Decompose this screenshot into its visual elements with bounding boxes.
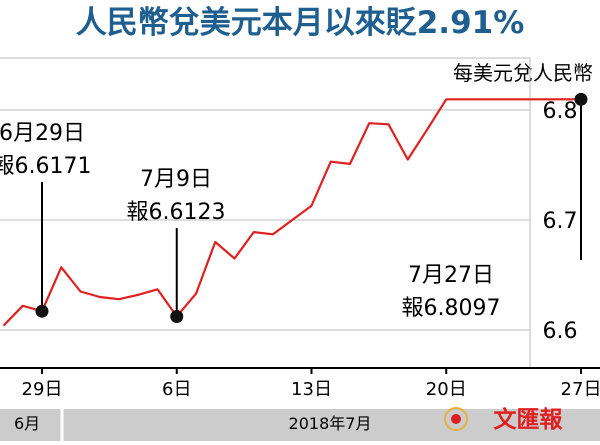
annotation-date: 7月27日: [408, 263, 494, 288]
data-point-marker: [574, 92, 588, 106]
x-tick-label: 6日: [162, 379, 191, 400]
annotation-date: 6月29日: [0, 121, 85, 146]
x-tick-label: 27日: [561, 379, 600, 400]
data-point-marker: [35, 304, 49, 318]
logo-text: 文匯報: [494, 406, 564, 433]
y-tick-label: 6.7: [543, 209, 578, 234]
month-label-june: 6月: [14, 414, 40, 433]
annotation-value: 報6.8097: [402, 296, 501, 321]
y-tick-label: 6.6: [543, 319, 578, 344]
logo-emblem-icon: [444, 407, 468, 431]
x-tick-label: 29日: [22, 379, 63, 400]
unit-label: 每美元兌人民幣: [453, 61, 593, 85]
annotation-value: 報6.6171: [0, 154, 91, 179]
series-layer: [2, 98, 581, 327]
logo-emblem-core: [451, 414, 461, 424]
axis-layer: 6.6 6.7 6.8 29日 6日 13日 20日 27日: [0, 99, 600, 400]
annotation-value: 報6.6123: [127, 200, 226, 225]
x-tick-label: 13日: [291, 379, 332, 400]
x-tick-label: 20日: [426, 379, 467, 400]
data-point-marker: [170, 309, 184, 323]
annotation-date: 7月9日: [140, 167, 212, 192]
y-tick-label: 6.8: [543, 99, 578, 124]
month-label-july: 2018年7月: [289, 414, 372, 433]
month-bar: [0, 409, 600, 441]
newspaper-logo: 文匯報: [444, 406, 564, 433]
series-line: [2, 98, 581, 327]
chart-title: 人民幣兌美元本月以來貶2.91%: [76, 5, 525, 41]
grid-layer: [0, 57, 531, 368]
